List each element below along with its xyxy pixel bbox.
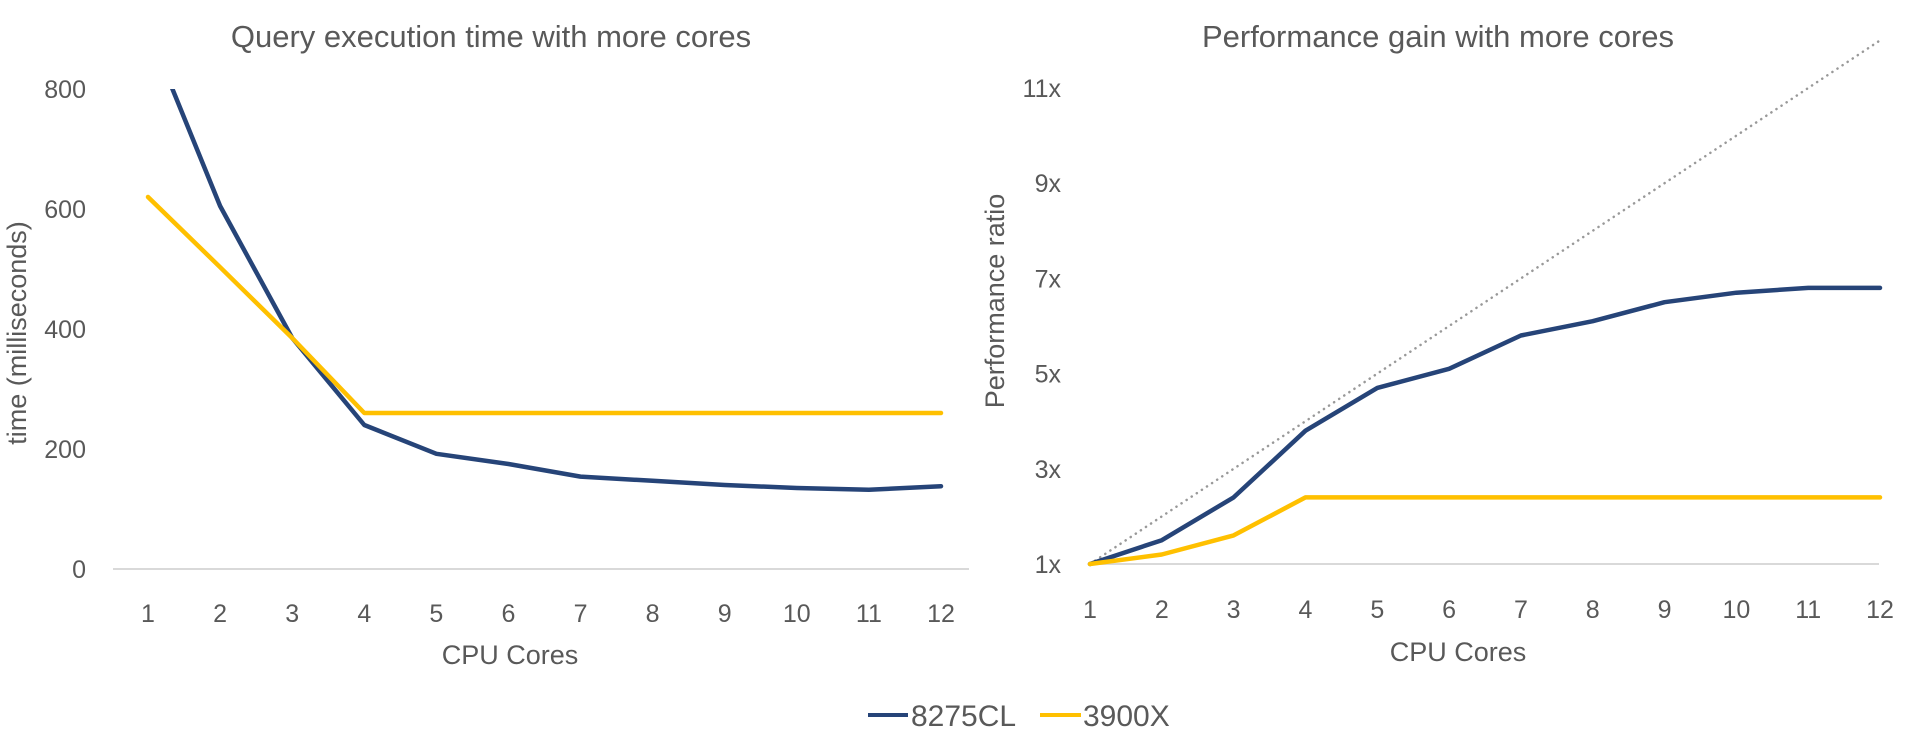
y-tick-label: 400	[44, 316, 86, 344]
y-axis-title: Performance ratio	[980, 194, 1010, 409]
x-tick-label: 1	[141, 600, 155, 628]
x-tick-label: 10	[783, 600, 811, 628]
x-tick-label: 3	[285, 600, 299, 628]
series-line-8275cl	[1087, 285, 1883, 567]
series-line-3900x	[145, 194, 944, 416]
x-tick-label: 4	[357, 600, 371, 628]
legend-label: 8275CL	[911, 700, 1016, 733]
y-tick-labels: 0 200 400 600 800	[44, 76, 86, 584]
y-tick-label: 5x	[1035, 361, 1062, 389]
chart-title: Performance gain with more cores	[1202, 19, 1674, 54]
y-tick-labels: 1x 3x 5x 7x 9x 11x	[1023, 75, 1062, 579]
x-tick-label: 9	[1658, 596, 1672, 624]
x-tick-label: 12	[1866, 596, 1894, 624]
x-tick-label: 5	[1370, 596, 1384, 624]
x-tick-label: 3	[1227, 596, 1241, 624]
series-lines	[1087, 39, 1883, 567]
x-tick-label: 4	[1299, 596, 1313, 624]
y-tick-label: 7x	[1035, 265, 1062, 293]
x-tick-label: 1	[1083, 596, 1097, 624]
x-tick-label: 2	[213, 600, 227, 628]
x-tick-labels: 1 2 3 4 5 6 7 8 9 10 11 12	[141, 600, 955, 628]
performance-gain-chart: Performance gain with more cores Perform…	[980, 19, 1894, 667]
execution-time-chart: Query execution time with more cores tim…	[2, 19, 969, 670]
x-tick-label: 12	[927, 600, 955, 628]
y-tick-label: 200	[44, 436, 86, 464]
x-tick-label: 6	[1442, 596, 1456, 624]
y-tick-label: 9x	[1035, 170, 1062, 198]
series-line-3900x	[1087, 495, 1883, 567]
series-line-linear-scaling	[1088, 39, 1882, 566]
x-tick-label: 11	[1795, 596, 1821, 624]
legend: 8275CL 3900X	[868, 700, 1170, 733]
y-axis-title: time (milliseconds)	[2, 221, 32, 445]
y-tick-label: 600	[44, 196, 86, 224]
y-tick-label: 11x	[1023, 75, 1062, 103]
x-tick-label: 9	[718, 600, 732, 628]
legend-item-8275cl[interactable]: 8275CL	[868, 700, 1016, 733]
y-tick-label: 0	[72, 556, 86, 584]
legend-item-3900x[interactable]: 3900X	[1040, 700, 1170, 733]
x-tick-label: 8	[646, 600, 660, 628]
series-lines	[145, 89, 944, 493]
series-line-8275cl	[170, 89, 944, 493]
x-tick-label: 11	[856, 600, 882, 628]
x-tick-label: 7	[574, 600, 588, 628]
x-tick-label: 10	[1722, 596, 1750, 624]
x-tick-label: 5	[429, 600, 443, 628]
x-axis-title: CPU Cores	[442, 640, 579, 670]
x-tick-label: 6	[502, 600, 516, 628]
y-tick-label: 3x	[1035, 456, 1062, 484]
y-tick-label: 800	[44, 76, 86, 104]
x-axis-title: CPU Cores	[1390, 637, 1527, 667]
chart-title: Query execution time with more cores	[231, 19, 751, 54]
y-tick-label: 1x	[1035, 551, 1062, 579]
x-tick-labels: 1 2 3 4 5 6 7 8 9 10 11 12	[1083, 596, 1894, 624]
x-tick-label: 2	[1155, 596, 1169, 624]
legend-label: 3900X	[1083, 700, 1170, 733]
x-tick-label: 7	[1514, 596, 1528, 624]
x-tick-label: 8	[1586, 596, 1600, 624]
